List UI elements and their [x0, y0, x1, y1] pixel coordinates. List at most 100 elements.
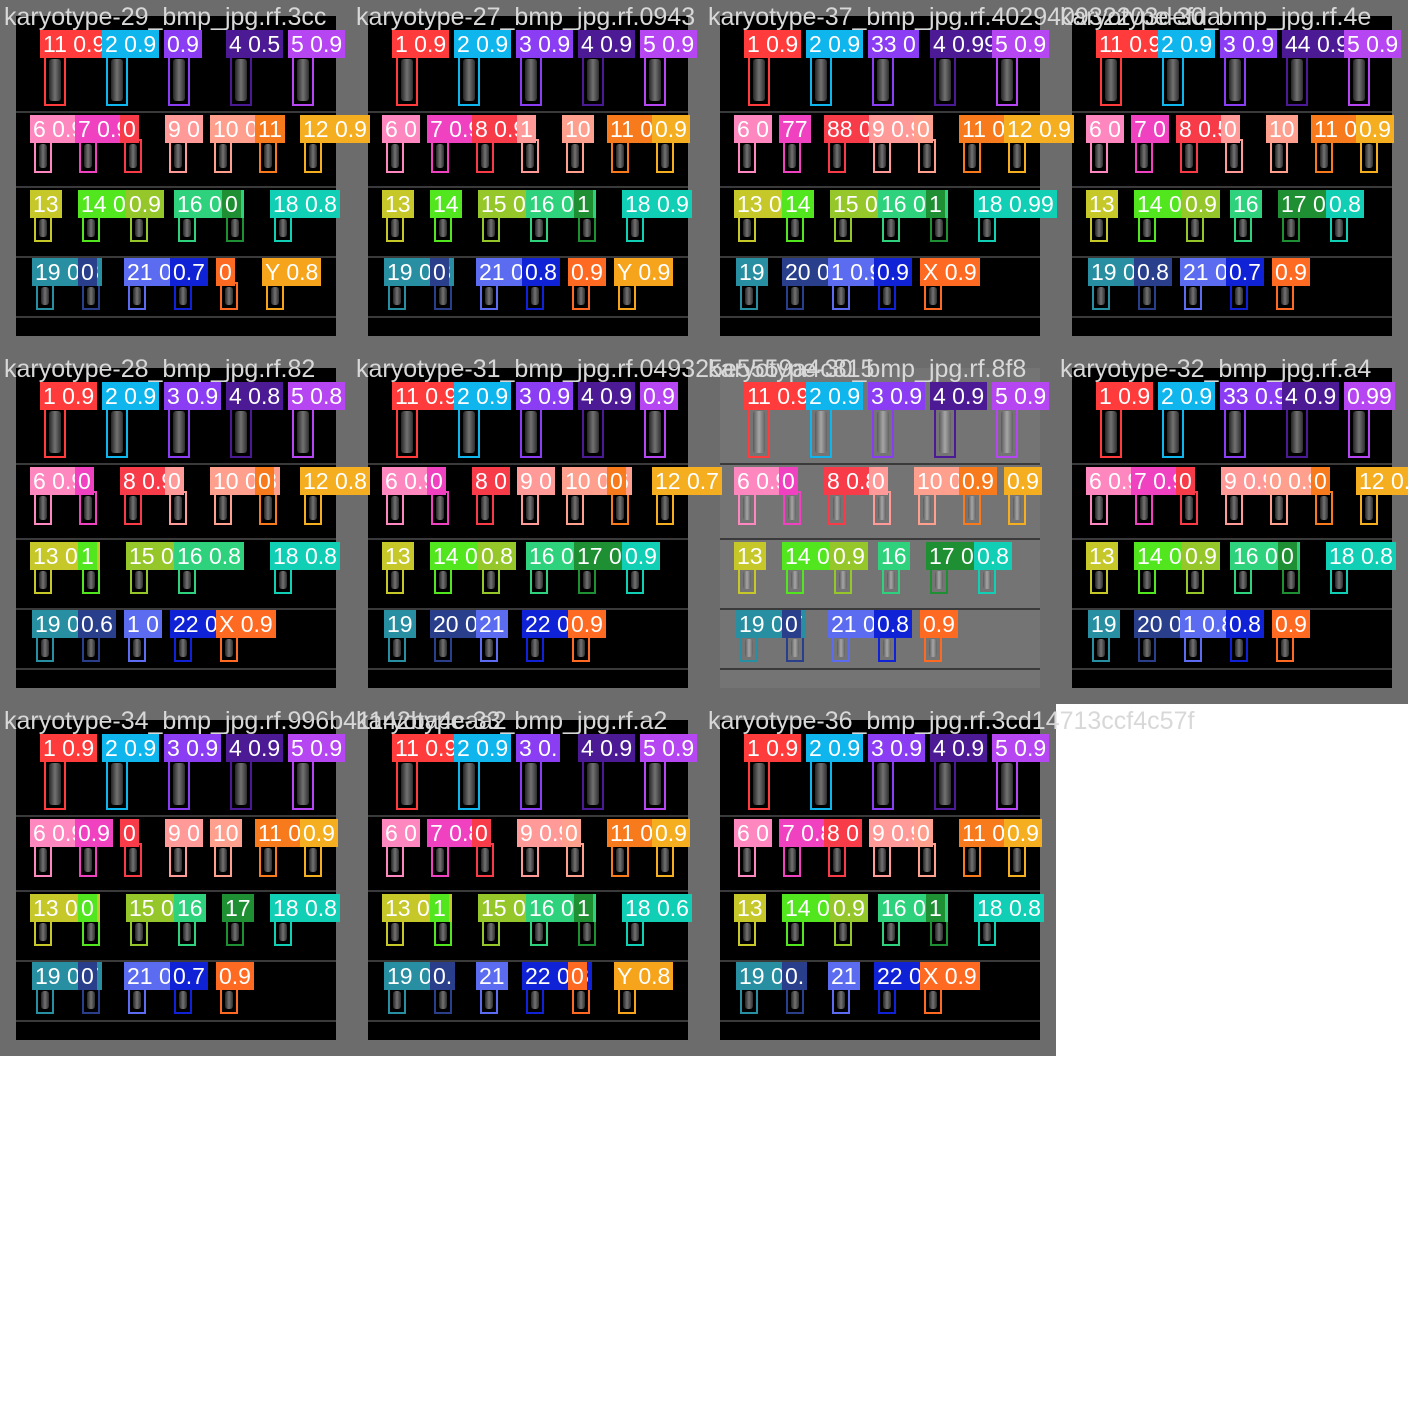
- chromosome-image: [743, 923, 751, 941]
- row-divider: [368, 960, 688, 962]
- detection-label-22: 0.7: [170, 258, 208, 286]
- row-divider: [16, 608, 336, 610]
- detection-label-5: 5 0.9: [1344, 30, 1402, 58]
- chromosome-box-15: [130, 214, 148, 242]
- row-divider: [368, 186, 688, 188]
- detection-label-20: 0.8: [1134, 258, 1172, 286]
- chromosome-box-20: [1138, 282, 1156, 310]
- chromosome-box-4: [582, 54, 604, 106]
- chromosome-image: [1189, 287, 1197, 305]
- chromosome-image: [391, 848, 399, 872]
- chromosome-box-11: [611, 139, 629, 173]
- detection-label-3: 3 0.9: [164, 382, 222, 410]
- chromosome-box-19: [1092, 282, 1110, 310]
- chromosome-image: [179, 287, 187, 305]
- chromosome-image: [1001, 763, 1013, 805]
- detection-label-9: 1: [517, 115, 536, 143]
- chromosome-box-7: [1135, 139, 1153, 173]
- detection-label-10: 10: [210, 819, 242, 847]
- chromosome-box-12: [1360, 491, 1378, 525]
- chromosome-image: [833, 848, 841, 872]
- chromosome-image: [887, 571, 895, 589]
- chromosome-image: [525, 763, 537, 805]
- detection-label-9: 0: [869, 467, 888, 495]
- chromosome-box-13: [738, 918, 756, 946]
- chromosome-image: [463, 59, 475, 101]
- chromosome-image: [129, 144, 137, 168]
- detection-label-10: 10: [1266, 115, 1298, 143]
- chromosome-box-4: [582, 758, 604, 810]
- chromosome-box-1: [396, 54, 418, 106]
- chromosome-box-14: [434, 918, 452, 946]
- chromosome-box-18: [274, 566, 292, 594]
- chromosome-box-12: [656, 491, 674, 525]
- chromosome-image: [439, 571, 447, 589]
- chromosome-box-1: [748, 406, 770, 458]
- row-divider: [16, 111, 336, 113]
- chromosome-image: [878, 848, 886, 872]
- detection-label-7: 7 0: [1131, 115, 1169, 143]
- chromosome-image: [1353, 59, 1365, 101]
- detection-label-18: 18 0.99: [974, 190, 1057, 218]
- chromosome-image: [1095, 219, 1103, 237]
- chromosome-image: [133, 639, 141, 657]
- chromosome-image: [837, 287, 845, 305]
- chromosome-box-22: [1230, 634, 1248, 662]
- detection-label-2: 2 0.9: [454, 30, 512, 58]
- chromosome-box-4: [934, 54, 956, 106]
- chromosome-image: [837, 991, 845, 1009]
- chromosome-image: [1230, 496, 1238, 520]
- chromosome-image: [923, 144, 931, 168]
- detection-label-14: 14: [782, 190, 814, 218]
- detection-label-2: 2 0.9: [1158, 382, 1216, 410]
- chromosome-image: [661, 496, 669, 520]
- row-divider: [720, 538, 1040, 540]
- chromosome-box-6: [738, 843, 756, 877]
- detection-label-3: 33 0.9: [1220, 382, 1290, 410]
- detection-label-18: 18 0.6: [622, 894, 692, 922]
- detection-label-5: 5 0.9: [992, 382, 1050, 410]
- detection-label-2: 2 0.9: [806, 734, 864, 762]
- chromosome-image: [439, 639, 447, 657]
- detection-label-4: 4 0.9: [578, 30, 636, 58]
- chromosome-box-21: [480, 634, 498, 662]
- chromosome-image: [743, 144, 751, 168]
- chromosome-box-9: [521, 843, 539, 877]
- detection-label-4: 4 0.9: [226, 734, 284, 762]
- detection-label-13: 13: [382, 190, 414, 218]
- detection-label-1: 1 0.9: [40, 382, 98, 410]
- chromosome-image: [1230, 144, 1238, 168]
- detection-label-17: 1: [926, 190, 945, 218]
- chromosome-image: [173, 763, 185, 805]
- chromosome-box-8: [124, 491, 142, 525]
- detection-label-3: 3 0.9: [164, 734, 222, 762]
- chromosome-box-2: [458, 406, 480, 458]
- detection-label-21: 21: [476, 962, 508, 990]
- chromosome-box-10: [918, 491, 936, 525]
- detection-label-10: 10: [562, 115, 594, 143]
- chromosome-image: [39, 923, 47, 941]
- chromosome-image: [935, 923, 943, 941]
- chromosome-image: [439, 219, 447, 237]
- chromosome-box-11: [259, 843, 277, 877]
- chromosome-box-17: [930, 918, 948, 946]
- row-divider: [720, 111, 1040, 113]
- chromosome-box-3: [1224, 54, 1246, 106]
- chromosome-image: [587, 411, 599, 453]
- chromosome-image: [839, 219, 847, 237]
- chromosome-image: [1287, 571, 1295, 589]
- chromosome-box-14: [1138, 214, 1156, 242]
- row-divider: [16, 1020, 336, 1022]
- chromosome-box-16: [882, 918, 900, 946]
- detection-label-5: 5 0.9: [288, 734, 346, 762]
- chromosome-box-13: [34, 214, 52, 242]
- detection-label-3: 3 0.9: [868, 734, 926, 762]
- chromosome-box-10: [214, 139, 232, 173]
- chromosome-box-4: [582, 406, 604, 458]
- chromosome-image: [436, 496, 444, 520]
- chromosome-box-12: [656, 843, 674, 877]
- chromosome-image: [753, 411, 765, 453]
- chromosome-image: [84, 144, 92, 168]
- chromosome-box-X: [220, 634, 238, 662]
- chromosome-box-2: [106, 758, 128, 810]
